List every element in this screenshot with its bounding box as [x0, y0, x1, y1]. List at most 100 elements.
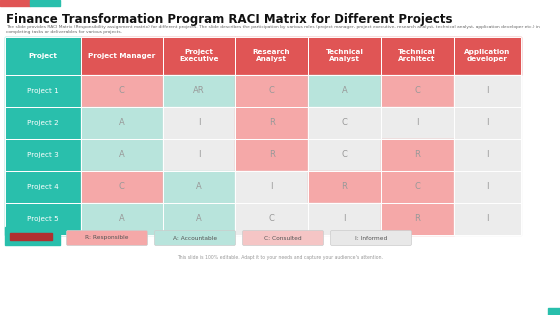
Bar	[381, 171, 454, 203]
Bar	[5, 75, 81, 107]
Bar	[81, 203, 162, 235]
Bar	[381, 107, 454, 139]
Bar	[235, 171, 308, 203]
Text: R: R	[414, 215, 420, 224]
Bar	[454, 139, 521, 171]
Bar	[235, 203, 308, 235]
Bar	[454, 107, 521, 139]
Bar	[235, 139, 308, 171]
Text: I: I	[486, 86, 488, 95]
Text: I: I	[343, 215, 346, 224]
Bar	[162, 171, 235, 203]
Text: Project 1: Project 1	[27, 88, 59, 94]
Bar	[162, 139, 235, 171]
Bar	[162, 75, 235, 107]
Text: I: Informed: I: Informed	[355, 236, 387, 240]
Bar	[5, 139, 81, 171]
FancyBboxPatch shape	[155, 231, 236, 245]
Bar	[81, 107, 162, 139]
Bar	[5, 75, 81, 107]
Bar	[381, 75, 454, 107]
Text: C: C	[119, 182, 125, 192]
Bar	[5, 37, 81, 75]
Bar	[454, 171, 521, 203]
Text: I: I	[486, 118, 488, 128]
Bar	[162, 203, 235, 235]
Bar	[235, 203, 308, 235]
Bar	[308, 107, 381, 139]
Bar	[81, 203, 162, 235]
Bar	[162, 75, 235, 107]
Text: Technical
Architect: Technical Architect	[398, 49, 436, 62]
Bar	[5, 203, 81, 235]
Bar	[162, 139, 235, 171]
Bar	[235, 75, 308, 107]
Bar	[308, 171, 381, 203]
Text: R: R	[414, 151, 420, 159]
Bar	[454, 75, 521, 107]
FancyBboxPatch shape	[242, 231, 324, 245]
Text: C: C	[342, 151, 347, 159]
Bar	[5, 203, 81, 235]
Text: This slide is 100% editable. Adapt it to your needs and capture your audience's : This slide is 100% editable. Adapt it to…	[177, 255, 383, 260]
Text: I: I	[486, 215, 488, 224]
Bar	[454, 203, 521, 235]
Text: Technical
Analyst: Technical Analyst	[325, 49, 363, 62]
Bar	[5, 107, 81, 139]
Text: A: A	[119, 215, 125, 224]
Bar	[235, 139, 308, 171]
Text: I: I	[486, 182, 488, 192]
Bar	[454, 171, 521, 203]
Bar	[10, 233, 52, 240]
Text: R: R	[269, 118, 274, 128]
Bar	[308, 139, 381, 171]
Bar	[0, 0, 30, 6]
Bar	[235, 37, 308, 75]
Bar	[235, 75, 308, 107]
Bar	[381, 107, 454, 139]
Text: Project
Executive: Project Executive	[179, 49, 219, 62]
Bar	[5, 171, 81, 203]
Text: AR: AR	[193, 86, 205, 95]
Bar	[81, 75, 162, 107]
Text: Project 3: Project 3	[27, 152, 59, 158]
Bar	[548, 308, 560, 315]
Text: R: R	[269, 151, 274, 159]
Bar	[5, 227, 60, 245]
Bar	[308, 171, 381, 203]
Bar	[454, 37, 521, 75]
Text: The slide provides RACI Matrix (Responsibility assignment matrix) for different : The slide provides RACI Matrix (Responsi…	[6, 25, 540, 34]
Bar	[235, 37, 308, 75]
Bar	[381, 203, 454, 235]
Text: A: A	[119, 151, 125, 159]
Text: Finance Transformation Program RACI Matrix for Different Projects: Finance Transformation Program RACI Matr…	[6, 13, 452, 26]
Bar	[381, 203, 454, 235]
FancyBboxPatch shape	[67, 231, 147, 245]
Bar	[381, 171, 454, 203]
Bar	[235, 107, 308, 139]
Text: A: A	[196, 215, 202, 224]
Bar	[81, 107, 162, 139]
Text: I: I	[198, 151, 200, 159]
Text: C: C	[269, 86, 274, 95]
Bar	[381, 139, 454, 171]
Bar	[81, 171, 162, 203]
Text: C: C	[414, 182, 420, 192]
Bar	[454, 139, 521, 171]
Bar	[81, 139, 162, 171]
FancyBboxPatch shape	[330, 231, 412, 245]
Bar	[81, 171, 162, 203]
Bar	[5, 171, 81, 203]
Bar	[381, 37, 454, 75]
Bar	[454, 107, 521, 139]
Text: Application
developer: Application developer	[464, 49, 510, 62]
Text: R: Responsible: R: Responsible	[85, 236, 129, 240]
Bar	[308, 107, 381, 139]
Bar	[381, 75, 454, 107]
Bar	[308, 203, 381, 235]
Bar	[381, 139, 454, 171]
Text: Project Manager: Project Manager	[88, 53, 156, 59]
Bar	[162, 203, 235, 235]
Bar	[162, 107, 235, 139]
Bar	[454, 37, 521, 75]
